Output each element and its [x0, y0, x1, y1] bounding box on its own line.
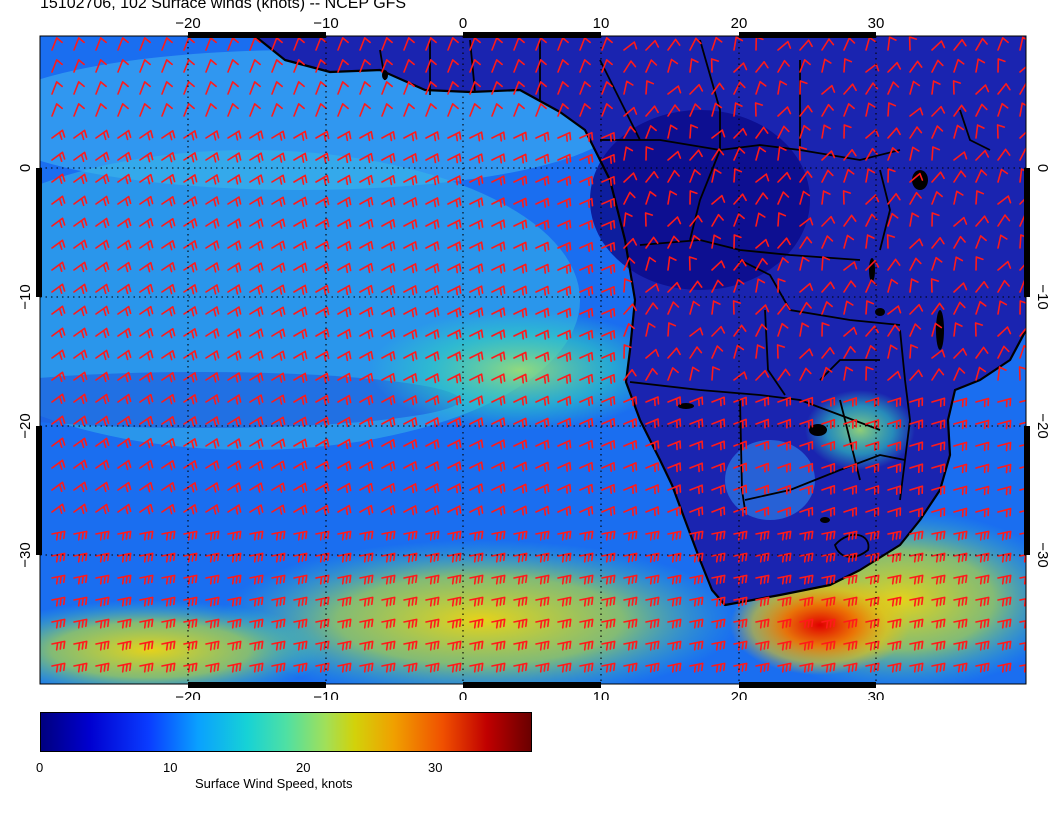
lat-lon-grid: [40, 36, 1026, 684]
lat-tick-left: −10: [17, 284, 34, 309]
lon-tick-bottom: 0: [459, 689, 467, 700]
lon-tick-bottom: 30: [868, 689, 885, 700]
frame-bar-right: [1024, 168, 1030, 555]
colorbar-tick: 0: [36, 760, 44, 775]
lon-tick-bottom: 10: [593, 689, 610, 700]
lon-tick-top: −10: [313, 15, 338, 32]
lat-tick-right: 0: [1034, 164, 1051, 172]
frame-bar-bottom: [188, 682, 876, 688]
lat-tick-right: −10: [1034, 284, 1051, 309]
lon-tick-top: −20: [175, 15, 200, 32]
map-title: 15102706, 102 Surface winds (knots) -- N…: [40, 0, 407, 12]
lon-tick-top: 10: [593, 15, 610, 32]
lon-tick-top: 20: [731, 15, 748, 32]
wind-map: −20 −10 0 10 20 30 −20 −10 0 10 20 30 0 …: [17, 15, 1051, 700]
lat-tick-left: −30: [17, 542, 34, 567]
colorbar: [40, 712, 532, 752]
lakes: [382, 70, 944, 523]
lat-tick-right: −30: [1034, 542, 1051, 567]
wind-barb-set: [51, 36, 1026, 673]
lat-tick-right: −20: [1034, 413, 1051, 438]
colorbar-tick: 10: [163, 760, 178, 775]
lon-tick-bottom: −20: [175, 689, 200, 700]
coastline: [254, 36, 1026, 607]
colorbar-tick: 20: [296, 760, 311, 775]
frame-bar-top: [188, 32, 876, 38]
lon-tick-bottom: 20: [731, 689, 748, 700]
wind-speed-field: [40, 36, 1026, 684]
lat-ticks-right: 0 −10 −20 −30: [1034, 164, 1051, 568]
frame-bar-left: [36, 168, 42, 555]
lon-tick-top: 30: [868, 15, 885, 32]
lon-ticks-bottom: −20 −10 0 10 20 30: [175, 689, 884, 700]
lon-tick-top: 0: [459, 15, 467, 32]
wind-barbs: [51, 36, 1026, 673]
lat-tick-left: 0: [17, 164, 34, 172]
lat-ticks-left: 0 −10 −20 −30: [17, 164, 34, 568]
lon-ticks-top: −20 −10 0 10 20 30: [175, 15, 884, 32]
lon-tick-bottom: −10: [313, 689, 338, 700]
lat-tick-left: −20: [17, 413, 34, 438]
colorbar-tick: 30: [428, 760, 443, 775]
colorbar-label: Surface Wind Speed, knots: [195, 776, 353, 791]
